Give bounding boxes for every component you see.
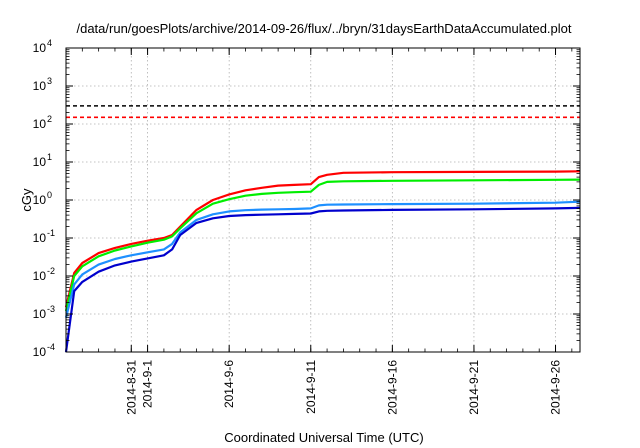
y-tick-label: 10 bbox=[33, 193, 47, 207]
x-tick-label: 2014-9-16 bbox=[385, 360, 399, 415]
grid bbox=[66, 48, 580, 352]
y-tick-exponent: 3 bbox=[47, 76, 52, 86]
y-tick-label: 10 bbox=[33, 231, 47, 245]
x-axis-ticks: 2014-8-31 2014-9-1 2014-9-6 2014-9-11 2014-9… bbox=[81, 48, 573, 415]
y-tick-label: 10 bbox=[33, 345, 47, 359]
y-tick-label: 10 bbox=[33, 117, 47, 131]
chart-title: /data/run/goesPlots/archive/2014-09-26/f… bbox=[76, 21, 571, 36]
y-axis-label: cGy bbox=[19, 188, 34, 212]
y-tick-label: 10 bbox=[33, 41, 47, 55]
y-tick-exponent: 2 bbox=[47, 114, 52, 124]
x-tick-label: 2014-9-6 bbox=[222, 360, 236, 408]
reference-lines bbox=[66, 105, 580, 119]
x-tick-label: 2014-8-31 bbox=[124, 360, 138, 415]
y-tick-label: 10 bbox=[33, 307, 47, 321]
x-axis-label: Coordinated Universal Time (UTC) bbox=[224, 430, 423, 445]
x-tick-label: 2014-9-11 bbox=[304, 360, 318, 414]
x-tick-label: 2014-9-21 bbox=[467, 360, 481, 415]
y-tick-exponent: -1 bbox=[47, 228, 55, 238]
series-lines bbox=[64, 170, 581, 353]
series-line bbox=[64, 178, 581, 312]
y-tick-exponent: -2 bbox=[47, 266, 55, 276]
y-tick-label: 10 bbox=[33, 269, 47, 283]
y-tick-exponent: 1 bbox=[47, 152, 52, 162]
x-tick-label: 2014-9-1 bbox=[141, 360, 155, 408]
x-tick-label: 2014-9-26 bbox=[549, 360, 563, 415]
y-tick-exponent: -4 bbox=[47, 342, 55, 352]
series-line bbox=[64, 170, 581, 308]
series-line bbox=[64, 200, 581, 318]
y-tick-exponent: -3 bbox=[47, 304, 55, 314]
y-tick-exponent: 4 bbox=[47, 38, 52, 48]
series-line bbox=[64, 206, 581, 353]
y-tick-exponent: 0 bbox=[47, 190, 52, 200]
y-tick-label: 10 bbox=[33, 155, 47, 169]
y-tick-label: 10 bbox=[33, 79, 47, 93]
